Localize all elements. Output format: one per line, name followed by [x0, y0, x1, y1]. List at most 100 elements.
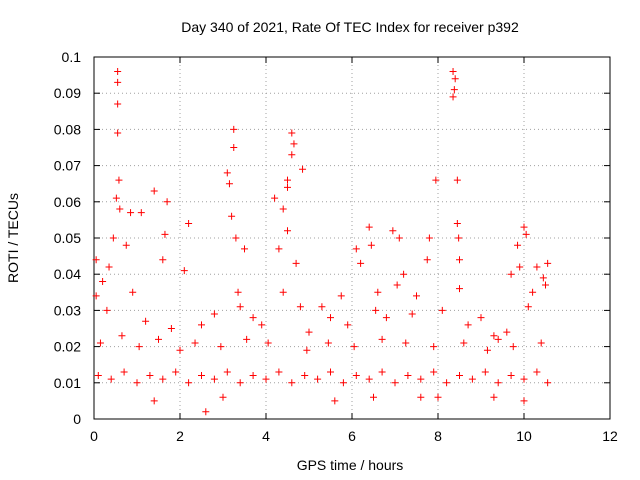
data-point: [210, 310, 218, 318]
data-point: [114, 129, 122, 137]
data-point: [352, 372, 360, 380]
y-tick-label: 0: [73, 411, 81, 427]
data-point: [258, 321, 266, 329]
data-point: [352, 245, 360, 253]
data-point: [135, 343, 143, 351]
data-point: [249, 372, 257, 380]
data-point: [115, 176, 123, 184]
data-point: [96, 339, 104, 347]
data-point: [395, 234, 403, 242]
data-point: [514, 241, 522, 249]
data-point: [425, 234, 433, 242]
data-point: [172, 368, 180, 376]
data-point: [382, 314, 390, 322]
data-point: [520, 223, 528, 231]
data-point: [423, 256, 431, 264]
data-point: [284, 176, 291, 184]
data-point: [456, 285, 463, 293]
data-point: [413, 292, 420, 300]
data-point: [374, 288, 382, 296]
data-point: [99, 277, 107, 285]
x-tick-label: 6: [348, 428, 356, 444]
x-tick-label: 8: [434, 428, 442, 444]
data-point: [112, 194, 120, 202]
data-point: [544, 379, 552, 387]
data-point: [296, 303, 304, 311]
y-tick-label: 0.1: [62, 49, 82, 65]
data-point: [249, 314, 257, 322]
data-point: [494, 379, 502, 387]
data-point: [520, 397, 528, 405]
x-tick-label: 2: [176, 428, 184, 444]
data-point: [275, 368, 283, 376]
data-point: [393, 281, 401, 289]
data-point: [509, 343, 517, 351]
data-point: [438, 306, 446, 314]
data-point: [271, 194, 279, 202]
data-point: [288, 129, 296, 137]
data-point: [92, 256, 100, 264]
data-point: [228, 212, 236, 220]
data-point: [327, 368, 334, 376]
data-point: [544, 259, 552, 267]
data-point: [339, 379, 347, 387]
data-point: [430, 343, 438, 351]
data-point: [114, 100, 122, 108]
data-point: [223, 169, 231, 177]
data-point: [137, 209, 145, 217]
data-point: [210, 375, 218, 383]
data-point: [483, 346, 491, 354]
y-tick-label: 0.07: [54, 158, 81, 174]
data-point: [408, 310, 416, 318]
data-point: [243, 335, 251, 343]
data-point: [159, 256, 167, 264]
data-point: [167, 325, 175, 332]
data-point: [236, 303, 244, 311]
data-point: [372, 306, 380, 314]
data-point: [404, 372, 412, 380]
data-point: [103, 306, 111, 314]
data-point: [529, 288, 537, 296]
data-point: [327, 314, 334, 322]
data-point: [150, 397, 158, 405]
data-point: [520, 375, 528, 383]
data-point: [539, 274, 547, 282]
data-point: [142, 317, 150, 325]
data-point: [455, 234, 463, 242]
data-point: [284, 227, 291, 235]
data-point: [400, 270, 408, 278]
x-tick-label: 10: [516, 428, 532, 444]
data-point: [107, 375, 115, 383]
data-point: [542, 281, 549, 289]
data-point: [118, 332, 126, 340]
data-point: [337, 292, 345, 300]
data-point: [443, 379, 451, 387]
data-point: [92, 292, 100, 300]
data-point: [453, 176, 461, 184]
data-point: [378, 335, 386, 343]
data-point: [198, 372, 205, 380]
data-point: [234, 288, 242, 296]
data-point: [150, 187, 158, 195]
data-point: [464, 321, 472, 329]
data-points: [92, 67, 552, 416]
data-point: [357, 259, 365, 267]
data-point: [109, 234, 117, 242]
data-point: [434, 393, 442, 401]
data-point: [230, 125, 238, 133]
data-point: [114, 67, 122, 75]
data-point: [219, 393, 227, 401]
data-point: [533, 368, 541, 376]
data-point: [159, 375, 167, 383]
data-point: [114, 78, 122, 86]
data-point: [127, 209, 135, 217]
y-tick-label: 0.06: [54, 194, 81, 210]
data-point: [155, 335, 162, 343]
data-point: [417, 375, 425, 383]
data-point: [494, 335, 502, 343]
data-point: [303, 346, 311, 354]
y-tick-label: 0.09: [54, 85, 81, 101]
data-point: [116, 205, 124, 213]
data-point: [133, 379, 141, 387]
data-point: [225, 180, 233, 188]
